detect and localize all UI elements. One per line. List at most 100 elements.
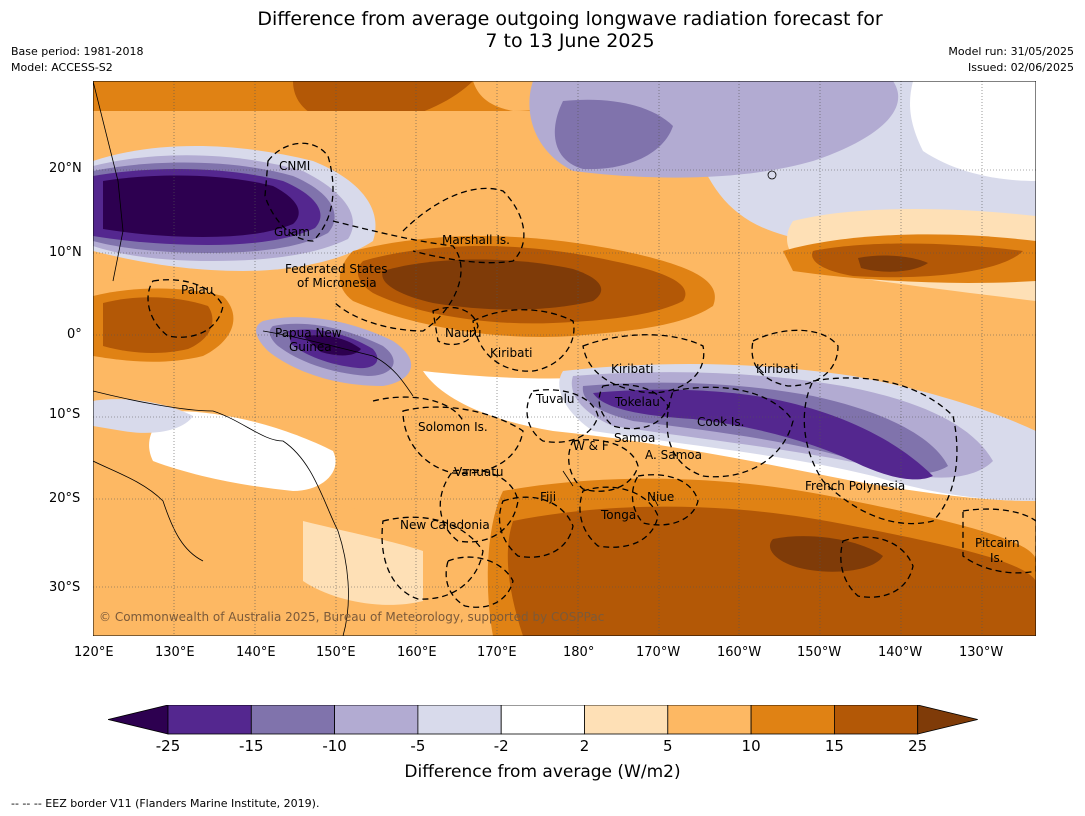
title-line-1: Difference from average outgoing longwav…	[257, 8, 883, 30]
label-cnmi: CNMI	[279, 159, 310, 173]
eez-fsm	[332, 220, 462, 332]
label-guam: Guam	[274, 225, 310, 239]
label-niue: Niue	[647, 490, 674, 504]
asia-coast	[93, 81, 124, 282]
eez-solomon	[402, 406, 524, 475]
label-pitcairn-1: Pitcairn	[975, 536, 1020, 550]
eez-kiribati-east	[751, 329, 839, 387]
lon-tick-160e: 160°E	[397, 645, 437, 660]
australia-west	[93, 460, 204, 562]
label-kiribati-central: Kiribati	[611, 362, 653, 376]
colorbar-cell	[417, 705, 502, 735]
colorbar-tick-label: 15	[824, 737, 844, 755]
colorbar	[108, 705, 978, 735]
label-vanuatu: Vanuatu	[454, 465, 504, 479]
lon-tick-160w: 160°W	[717, 645, 762, 660]
colorbar-tick-label: -2	[493, 737, 509, 755]
label-png-2: Guinea	[289, 340, 332, 354]
region-labels: CNMI Guam Marshall Is. Federated States …	[181, 159, 1020, 565]
forecast-map: CNMI Guam Marshall Is. Federated States …	[93, 81, 1036, 636]
colorbar-tick-label: -15	[239, 737, 264, 755]
south-pacific-max	[769, 536, 883, 572]
spcz-purple-dark	[593, 389, 933, 480]
colorbar-cell	[167, 705, 252, 735]
lon-tick-180: 180°	[563, 645, 595, 660]
meta-right: Model run: 31/05/2025 Issued: 02/06/2025	[948, 44, 1074, 76]
label-fsm-2: of Micronesia	[297, 276, 377, 290]
north-pacific-purple-mid	[554, 99, 673, 170]
label-asamoa: A. Samoa	[645, 448, 702, 462]
east-pacific-max	[858, 255, 928, 272]
eez-vanuatu	[439, 469, 519, 543]
eez-kiribati-west	[472, 309, 575, 372]
eez-cnmi	[264, 142, 334, 242]
label-new-caledonia: New Caledonia	[400, 518, 490, 532]
label-fsm-1: Federated States	[285, 262, 387, 276]
wp-purple-max	[103, 175, 299, 237]
lat-tick-0: 0°	[67, 327, 82, 342]
label-tonga: Tonga	[600, 508, 636, 522]
label-fiji: Fiji	[540, 490, 556, 504]
colorbar-title: Difference from average (W/m2)	[404, 762, 681, 782]
australia-light	[303, 521, 423, 605]
label-solomon: Solomon Is.	[418, 420, 488, 434]
png-purple-max	[303, 335, 361, 356]
label-tuvalu: Tuvalu	[535, 392, 575, 406]
issued-date: Issued: 02/06/2025	[967, 61, 1074, 74]
label-palau: Palau	[181, 283, 213, 297]
colorbar-tick-label: 5	[663, 737, 673, 755]
colorbar-cell	[500, 705, 585, 735]
eez-png-south	[372, 396, 464, 422]
eez-marshall	[402, 187, 525, 264]
colorbar-tick-label: 2	[579, 737, 590, 755]
colorbar-extend-low	[108, 705, 169, 735]
australia-coast	[93, 390, 349, 636]
colorbar-cell	[834, 705, 919, 735]
model-run: Model run: 31/05/2025	[948, 45, 1074, 58]
lat-tick-20s: 20°S	[49, 491, 81, 506]
colorbar-tick-label: 25	[908, 737, 928, 755]
colorbar-cell	[667, 705, 752, 735]
new-guinea-coast	[262, 330, 414, 397]
eez-niue	[631, 474, 699, 526]
eez-new-caledonia	[381, 516, 484, 600]
colorbar-tick-label: -5	[410, 737, 426, 755]
meta-left: Base period: 1981-2018 Model: ACCESS-S2	[11, 44, 143, 76]
eez-kiribati-central	[582, 334, 705, 394]
gridlines	[93, 81, 1036, 636]
label-french-polynesia: French Polynesia	[805, 479, 905, 493]
label-png-1: Papua New	[275, 326, 342, 340]
eez-tonga	[579, 486, 659, 548]
colorbar-cell	[334, 705, 419, 735]
fiji-coast	[562, 470, 659, 507]
colorbar-extend-high	[917, 705, 978, 735]
eez-cook	[666, 386, 794, 478]
chart-title: Difference from average outgoing longwav…	[0, 8, 1085, 52]
lon-tick-120e: 120°E	[74, 645, 114, 660]
lat-tick-10s: 10°S	[49, 407, 81, 422]
north-east-white	[910, 81, 1036, 181]
colorbar-cell	[584, 705, 669, 735]
lon-tick-140e: 140°E	[236, 645, 276, 660]
lat-tick-20n: 20°N	[49, 161, 82, 176]
eez-french-polynesia	[803, 377, 958, 525]
lon-tick-130w: 130°W	[959, 645, 1004, 660]
eez-samoa	[568, 439, 639, 492]
hawaii	[767, 170, 777, 180]
eq-max	[382, 259, 602, 310]
lat-tick-10n: 10°N	[49, 245, 82, 260]
lon-tick-170e: 170°E	[477, 645, 517, 660]
white-region-north-australia	[149, 411, 336, 491]
eez-borders	[147, 142, 1036, 608]
label-wf: W & F	[573, 439, 609, 453]
label-kiribati-west: Kiribati	[490, 346, 532, 360]
eez-pitcairn	[962, 508, 1036, 574]
timor-sea-lilac	[93, 399, 193, 433]
lon-tick-150w: 150°W	[797, 645, 842, 660]
colorbar-tick-label: -10	[322, 737, 347, 755]
eez-fiji	[498, 496, 574, 558]
southern-tropics-brown	[507, 506, 1036, 636]
colorbar-cell	[250, 705, 336, 735]
label-samoa: Samoa	[614, 431, 655, 445]
title-line-2: 7 to 13 June 2025	[485, 30, 655, 52]
